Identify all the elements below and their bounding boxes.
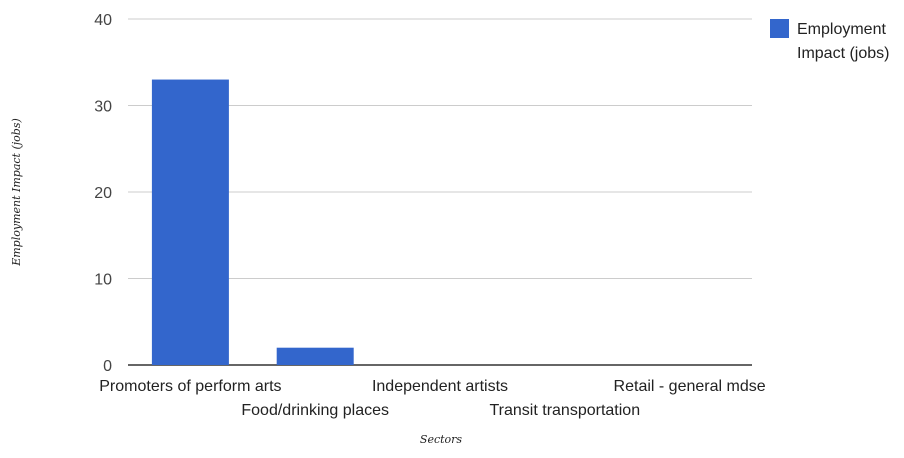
y-tick-label: 0 [103, 358, 112, 375]
y-tick-label: 20 [94, 185, 112, 202]
legend-label-line1: Employment [797, 21, 886, 38]
bars [151, 79, 354, 366]
gridlines [128, 18, 752, 366]
y-tick-label: 40 [94, 12, 112, 29]
legend-label-line2: Impact (jobs) [797, 45, 889, 62]
y-axis-title: Employment Impact (jobs) [10, 118, 23, 267]
x-category-label: Independent artists [372, 378, 508, 395]
x-axis-title: Sectors [420, 433, 463, 446]
x-category-label: Transit transportation [490, 402, 641, 419]
legend-swatch [770, 19, 789, 38]
legend: Employment Impact (jobs) [770, 19, 889, 62]
y-tick-label: 10 [94, 272, 112, 289]
x-category-label: Food/drinking places [241, 402, 389, 419]
x-category-label: Retail - general mdse [614, 378, 766, 395]
x-category-label: Promoters of perform arts [99, 378, 281, 395]
x-axis-categories: Promoters of perform arts Food/drinking p… [99, 378, 765, 419]
y-tick-label: 30 [94, 99, 112, 116]
bar [276, 347, 354, 365]
bar [151, 79, 229, 366]
y-axis-ticks: 0 10 20 30 40 [94, 12, 112, 375]
